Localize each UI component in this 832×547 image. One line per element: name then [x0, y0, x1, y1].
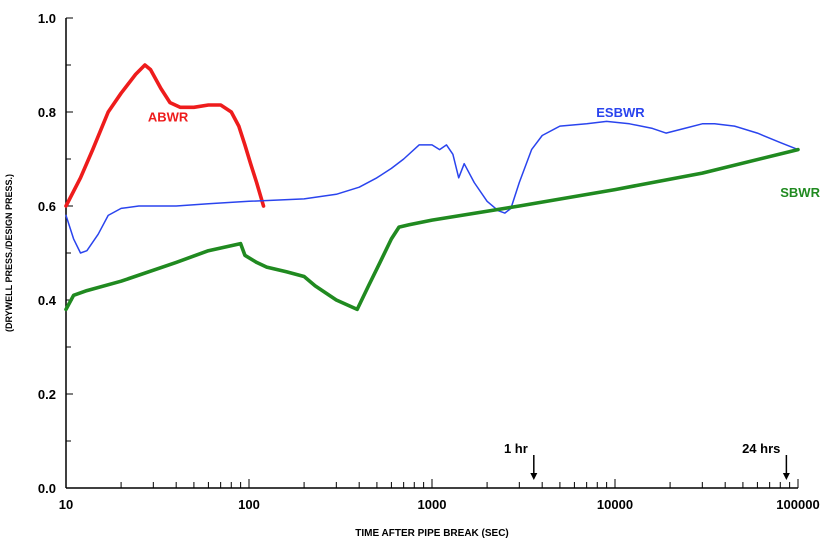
series-line-esbwr: [65, 120, 799, 254]
axes: 0.0 0.2 0.4 0.6 0.8 1.0 10 100 1000 10000 100000 TI…: [4, 11, 820, 539]
x-tick-label: 10000: [597, 497, 633, 512]
series-label-sbwr: SBWR: [780, 185, 820, 200]
y-tick-label: 1.0: [38, 11, 56, 26]
x-axis-title: TIME AFTER PIPE BREAK (SEC): [355, 528, 509, 539]
annotation-arrow-head: [530, 473, 538, 480]
series-line-abwr: [64, 63, 266, 208]
y-tick-label: 0.8: [38, 105, 56, 120]
y-tick-label: 0.4: [38, 293, 57, 308]
labels-layer: ABWR ESBWR SBWR 1 hr 24 hrs: [148, 105, 821, 480]
x-tick-label: 1000: [418, 497, 447, 512]
x-tick-label: 100000: [776, 497, 819, 512]
y-axis-title: (DRYWELL PRESS./DESIGN PRESS.): [4, 174, 14, 332]
annotation-label: 1 hr: [504, 441, 528, 456]
y-tick-label: 0.0: [38, 481, 56, 496]
x-tick-label: 100: [238, 497, 260, 512]
y-tick-label: 0.2: [38, 387, 56, 402]
x-tick-label: 10: [59, 497, 73, 512]
annotation-label: 24 hrs: [742, 441, 780, 456]
annotation-arrow-head: [782, 473, 790, 480]
series-label-esbwr: ESBWR: [596, 105, 645, 120]
series-layer: [64, 63, 800, 312]
series-line-sbwr: [64, 147, 800, 312]
series-label-abwr: ABWR: [148, 110, 189, 125]
y-tick-label: 0.6: [38, 199, 56, 214]
